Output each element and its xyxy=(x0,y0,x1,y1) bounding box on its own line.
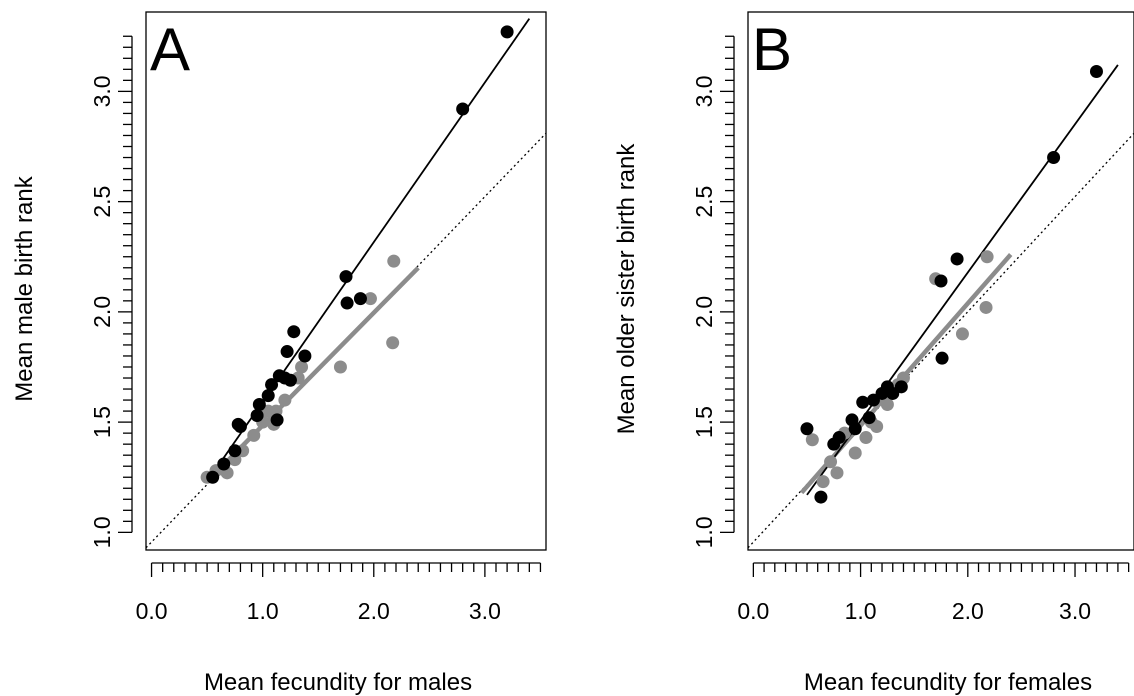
y-tick-label: 3.0 xyxy=(691,75,717,107)
x-tick-label: 0.0 xyxy=(136,598,168,624)
black-point xyxy=(265,378,279,392)
black-point xyxy=(353,292,367,306)
x-axis-title: Mean fecundity for males xyxy=(204,669,472,696)
gray-point xyxy=(848,446,862,460)
y-tick-label: 1.5 xyxy=(691,406,717,438)
x-axis-title: Mean fecundity for females xyxy=(804,669,1092,696)
gray-point xyxy=(979,300,993,314)
plot-frame xyxy=(145,11,547,551)
black-point xyxy=(283,373,297,387)
y-tick-label: 1.5 xyxy=(89,406,115,438)
y-axis-title: Mean male birth rank xyxy=(11,175,38,401)
panel-letter: A xyxy=(150,16,190,83)
black-point xyxy=(340,296,354,310)
data-layer xyxy=(146,18,546,549)
black-point xyxy=(228,444,242,458)
black-point xyxy=(339,270,353,284)
black-point xyxy=(800,422,814,436)
black-point xyxy=(1089,65,1103,79)
y-tick-label: 2.0 xyxy=(89,296,115,328)
gray-point xyxy=(295,360,309,374)
black-point xyxy=(280,345,294,359)
gray-point xyxy=(955,327,969,341)
x-tick-label: 2.0 xyxy=(952,598,984,624)
black-point xyxy=(934,274,948,288)
black-point xyxy=(848,422,862,436)
gray-point xyxy=(363,292,377,306)
gray-point xyxy=(333,360,347,374)
plot-frame xyxy=(747,11,1134,551)
black-fit-line xyxy=(806,64,1119,496)
black-point xyxy=(950,252,964,266)
black-point xyxy=(206,470,220,484)
black-point xyxy=(287,325,301,339)
gray-point xyxy=(247,428,261,442)
x-tick-label: 3.0 xyxy=(469,598,501,624)
x-tick-label: 3.0 xyxy=(1059,598,1091,624)
x-tick-label: 1.0 xyxy=(845,598,877,624)
black-point xyxy=(894,380,908,394)
gray-point xyxy=(830,466,844,480)
y-axis-title: Mean older sister birth rank xyxy=(613,143,640,435)
gray-point xyxy=(824,455,838,469)
gray-point xyxy=(387,254,401,268)
black-point xyxy=(233,420,247,434)
y-tick-label: 1.0 xyxy=(691,516,717,548)
gray-point xyxy=(278,393,292,407)
x-tick-label: 1.0 xyxy=(247,598,279,624)
y-tick-label: 2.0 xyxy=(691,296,717,328)
black-point xyxy=(270,413,284,427)
gray-point xyxy=(805,433,819,447)
gray-point xyxy=(816,475,830,489)
gray-point xyxy=(880,397,894,411)
y-tick-label: 1.0 xyxy=(89,516,115,548)
black-point xyxy=(814,490,828,504)
x-tick-label: 2.0 xyxy=(358,598,390,624)
y-tick-label: 2.5 xyxy=(691,186,717,218)
x-tick-label: 0.0 xyxy=(737,598,769,624)
gray-point xyxy=(870,420,884,434)
data-layer xyxy=(748,64,1134,549)
panel-letter: B xyxy=(752,16,792,83)
black-point xyxy=(862,411,876,425)
y-tick-label: 2.5 xyxy=(89,186,115,218)
black-point xyxy=(298,349,312,363)
panel-a: 0.0 1.0 2.0 3.0 1.0 1.5 2.0 2.5 3.0 Mean fecundit… xyxy=(11,11,547,696)
black-point xyxy=(217,457,231,471)
black-point xyxy=(832,431,846,445)
black-point xyxy=(500,25,514,39)
gray-point xyxy=(980,250,994,264)
black-point xyxy=(261,389,275,403)
black-point xyxy=(1047,151,1061,165)
black-point xyxy=(856,395,870,409)
gray-point xyxy=(859,431,873,445)
black-point xyxy=(250,409,264,422)
gray-point xyxy=(386,336,400,350)
black-point xyxy=(935,351,949,365)
y-tick-label: 3.0 xyxy=(89,75,115,107)
black-point xyxy=(252,397,266,411)
panel-b: 0.0 1.0 2.0 3.0 1.0 1.5 2.0 2.5 3.0 Mean fecundit… xyxy=(613,11,1134,696)
black-point xyxy=(456,102,470,116)
